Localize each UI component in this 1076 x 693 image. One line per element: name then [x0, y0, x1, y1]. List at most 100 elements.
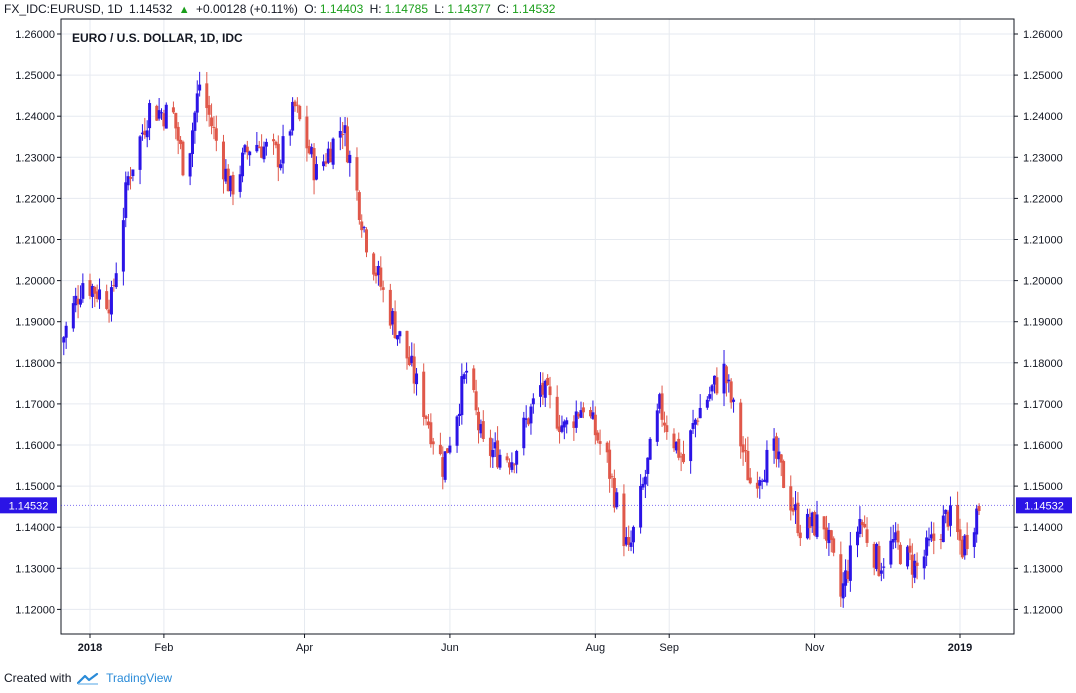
candle-body [398, 331, 402, 337]
candle-body [527, 418, 531, 425]
candle-body [438, 444, 442, 455]
candle-body [693, 419, 697, 425]
candle-body [929, 534, 933, 539]
left-price-axis[interactable]: 1.12000 1.13000 1.14000 1.15000 1.16000 1.170… [0, 29, 61, 616]
candle-body [908, 545, 912, 553]
candle-body [906, 546, 910, 567]
candle-body [279, 164, 283, 169]
candle-body [665, 425, 669, 433]
candle-body [546, 377, 550, 386]
candle-body [660, 393, 664, 420]
candle-body [696, 420, 700, 422]
tradingview-brand[interactable]: TradingView [106, 671, 173, 685]
candle-body [977, 506, 981, 511]
candle-body [679, 456, 683, 458]
candle-body [524, 418, 528, 420]
candle-body [794, 504, 798, 511]
candle-body [262, 146, 266, 160]
y-tick-label: 1.19000 [1023, 317, 1063, 329]
y-tick-label: 1.22000 [15, 193, 55, 205]
candle-body [841, 583, 845, 599]
candle-body [760, 480, 764, 482]
x-tick-label: Apr [296, 642, 313, 654]
candle-body [145, 130, 149, 138]
y-tick-label: 1.22000 [1023, 193, 1063, 205]
candle-body [190, 130, 194, 155]
candle-body [875, 543, 879, 570]
y-tick-label: 1.13000 [1023, 563, 1063, 575]
candle-body [109, 287, 113, 315]
candle-body [815, 514, 819, 537]
candle-body [879, 570, 883, 574]
symbol-label[interactable]: FX_IDC:EURUSD, 1D [4, 2, 123, 16]
candle-body [639, 485, 643, 528]
candle-body [958, 529, 962, 541]
candle-body [477, 411, 481, 431]
candle-body [255, 144, 259, 152]
candle-body [765, 449, 769, 483]
candle-body [739, 402, 743, 447]
candle-body [715, 377, 719, 394]
candle-body [314, 164, 318, 180]
candle-body [944, 509, 948, 515]
candle-body [326, 148, 330, 163]
y-tick-label: 1.12000 [15, 604, 55, 616]
symbol-header: FX_IDC:EURUSD, 1D 1.14532 ▲ +0.00128 (+0… [4, 0, 558, 18]
candle-body [839, 554, 843, 597]
candle-body [210, 117, 214, 127]
candle-body [543, 380, 547, 398]
candle-body [376, 265, 380, 276]
candle-body [832, 538, 836, 553]
candle-body [596, 432, 600, 441]
candle-body [548, 386, 552, 396]
candle-body [608, 449, 612, 479]
y-tick-label: 1.25000 [1023, 70, 1063, 82]
candle-body [975, 508, 979, 535]
candle-body [148, 103, 152, 129]
candle-body [472, 368, 476, 391]
candle-body [305, 116, 309, 149]
candle-body [655, 410, 659, 442]
candle-body [572, 421, 576, 428]
candle-body [844, 570, 848, 586]
candle-body [114, 273, 118, 288]
candle-body [272, 139, 276, 142]
candle-body [162, 113, 166, 127]
candle-body [264, 141, 268, 147]
candle-body [593, 414, 597, 436]
y-tick-label: 1.18000 [1023, 358, 1063, 370]
y-tick-label: 1.15000 [15, 481, 55, 493]
candle-body [157, 110, 161, 119]
candle-body [960, 539, 964, 558]
last-price: 1.14532 [129, 2, 173, 16]
candle-body [248, 151, 252, 156]
candle-body [462, 374, 466, 380]
candle-body [348, 154, 352, 164]
y-tick-label: 1.20000 [1023, 276, 1063, 288]
candle-body [746, 450, 750, 481]
candle-body [331, 138, 335, 165]
time-axis[interactable]: 2018 Feb Apr Jun Aug Sep Nov 2019 [78, 634, 972, 654]
candle-body [727, 379, 731, 382]
candle-body [758, 480, 762, 486]
candle-body [322, 161, 326, 167]
candle-body [932, 533, 936, 541]
candle-body [138, 136, 142, 170]
candle-body [662, 422, 666, 426]
candle-body [712, 375, 716, 385]
candle-body [381, 287, 385, 290]
candle-body [198, 84, 202, 91]
open-value: 1.14403 [319, 2, 364, 16]
candle-body [126, 176, 130, 186]
candle-body [155, 105, 159, 121]
candle-body [889, 540, 893, 565]
created-with-label: Created with [4, 671, 72, 685]
candle-body [898, 544, 902, 565]
candle-body [648, 438, 652, 460]
candle-body [598, 441, 602, 444]
candle-body [205, 83, 209, 109]
candle-body [360, 221, 364, 231]
candle-body [689, 430, 693, 462]
right-price-axis[interactable]: 1.12000 1.13000 1.14000 1.15000 1.16000 1.170… [1014, 29, 1072, 616]
